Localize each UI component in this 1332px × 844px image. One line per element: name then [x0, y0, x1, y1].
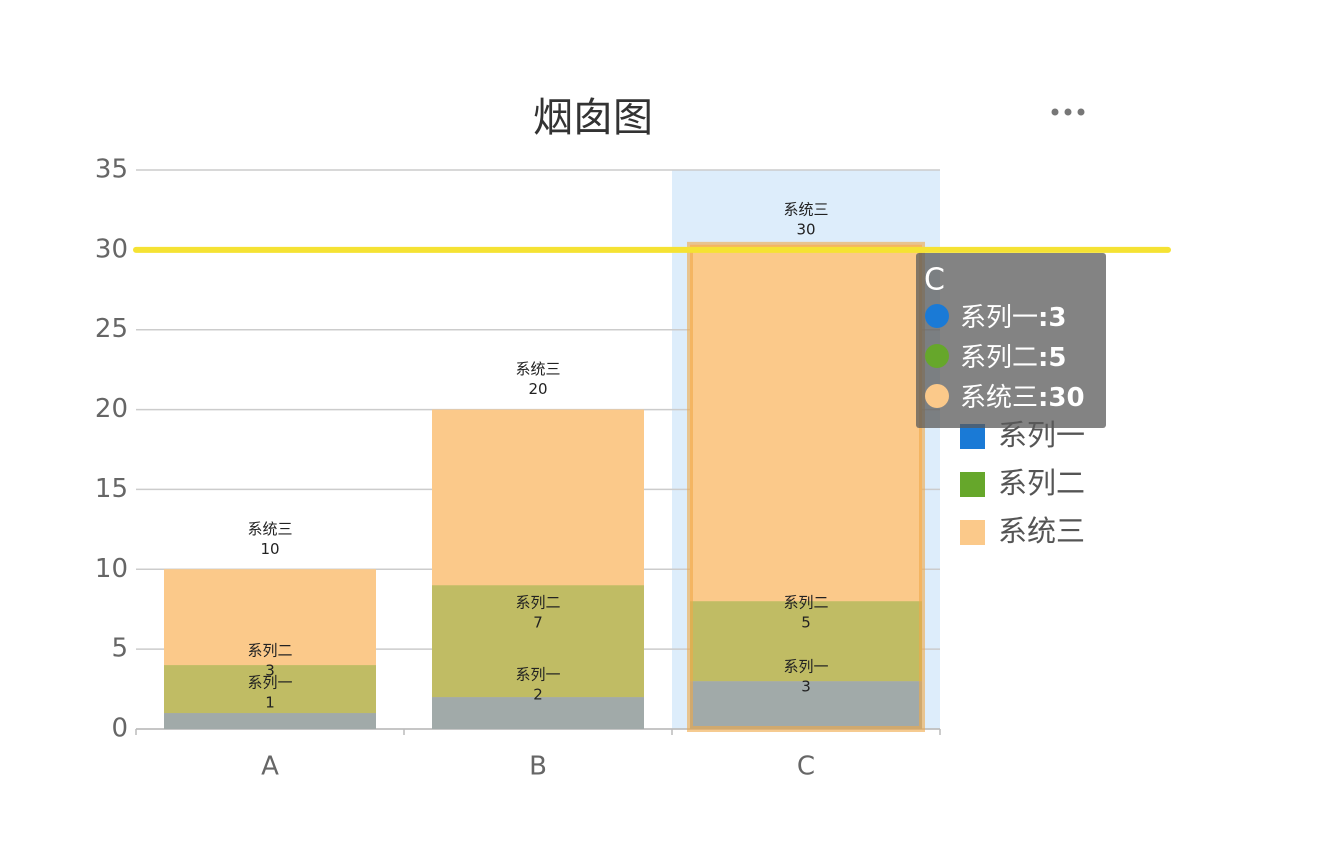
- data-label-value: 3: [801, 678, 811, 696]
- data-label-value: 30: [796, 220, 815, 238]
- y-tick-label: 5: [111, 634, 128, 664]
- chart-title: 烟囱图: [533, 95, 653, 141]
- legend-swatch: [960, 424, 985, 449]
- data-label-value: 3: [265, 662, 275, 680]
- data-label-value: 5: [801, 614, 811, 632]
- x-tick-label: C: [797, 752, 815, 782]
- data-label-name: 系列二: [783, 594, 828, 612]
- tooltip-row: 系列一:3: [960, 303, 1067, 333]
- y-tick-label: 30: [95, 234, 128, 264]
- tooltip-series-name: 系列一: [960, 303, 1038, 333]
- data-label-value: 20: [528, 380, 547, 398]
- dot: [1077, 108, 1085, 116]
- x-tick-label: A: [261, 752, 279, 782]
- y-tick-label: 20: [95, 394, 128, 424]
- tooltip-marker: [925, 304, 949, 328]
- tooltip-separator: :: [1038, 383, 1048, 413]
- data-label-value: 10: [260, 540, 279, 558]
- y-tick-label: 0: [111, 714, 128, 744]
- data-label-value: 1: [265, 694, 275, 712]
- bar-total-overlay: [164, 569, 376, 729]
- legend-swatch: [960, 520, 985, 545]
- tooltip-value: 30: [1048, 383, 1084, 413]
- x-tick-label: B: [529, 752, 547, 782]
- legend-label: 系列二: [998, 466, 1085, 500]
- tooltip-row: 系统三:30: [960, 383, 1085, 413]
- tooltip-title: C: [924, 263, 945, 298]
- data-label-name: 系列一: [515, 666, 560, 684]
- dot: [1064, 108, 1072, 116]
- data-label-name: 系列一: [783, 658, 828, 676]
- tooltip-series-name: 系列二: [960, 343, 1038, 373]
- data-label-value: 2: [533, 686, 543, 704]
- data-label-name: 系统三: [515, 360, 560, 378]
- data-label-name: 系列一: [247, 674, 292, 692]
- legend-label: 系统三: [998, 514, 1085, 548]
- legend-swatch: [960, 472, 985, 497]
- data-label-name: 系统三: [783, 200, 828, 218]
- tooltip-box: [916, 253, 1106, 428]
- bar-total-overlay: [432, 409, 644, 729]
- data-label-name: 系统三: [247, 520, 292, 538]
- tooltip-separator: :: [1038, 303, 1048, 333]
- data-label-name: 系列二: [247, 642, 292, 660]
- y-tick-label: 15: [95, 474, 128, 504]
- tooltip-marker: [925, 344, 949, 368]
- tooltip-row: 系列二:5: [960, 343, 1067, 373]
- data-label-value: 7: [533, 614, 543, 632]
- y-tick-label: 35: [95, 155, 128, 185]
- tooltip-value: 5: [1048, 343, 1066, 373]
- data-label-name: 系列二: [515, 594, 560, 612]
- dot: [1051, 108, 1059, 116]
- more-button[interactable]: [1051, 108, 1085, 116]
- y-tick-label: 25: [95, 314, 128, 344]
- tooltip-marker: [925, 384, 949, 408]
- bar-total-overlay: [687, 241, 925, 732]
- tooltip-separator: :: [1038, 343, 1048, 373]
- y-tick-label: 10: [95, 554, 128, 584]
- tooltip-series-name: 系统三: [960, 383, 1038, 413]
- tooltip-value: 3: [1048, 303, 1066, 333]
